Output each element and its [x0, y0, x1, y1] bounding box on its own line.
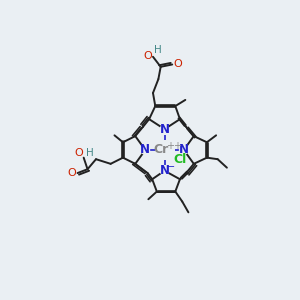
Text: −: − [167, 162, 175, 172]
Text: N: N [140, 143, 150, 157]
Text: O: O [68, 168, 76, 178]
Text: O: O [74, 148, 83, 158]
Text: N: N [179, 143, 189, 157]
Text: O: O [173, 59, 182, 69]
Text: Cr: Cr [153, 143, 168, 157]
Text: ++: ++ [166, 141, 182, 151]
Circle shape [160, 125, 169, 134]
Text: H: H [86, 148, 94, 158]
Text: N: N [160, 123, 170, 136]
Text: N: N [160, 164, 170, 177]
Text: H: H [154, 45, 162, 55]
Circle shape [158, 144, 171, 156]
Text: O: O [143, 51, 152, 61]
Text: Cl: Cl [173, 153, 187, 166]
Circle shape [160, 167, 169, 175]
Circle shape [179, 146, 188, 154]
Circle shape [141, 146, 149, 154]
